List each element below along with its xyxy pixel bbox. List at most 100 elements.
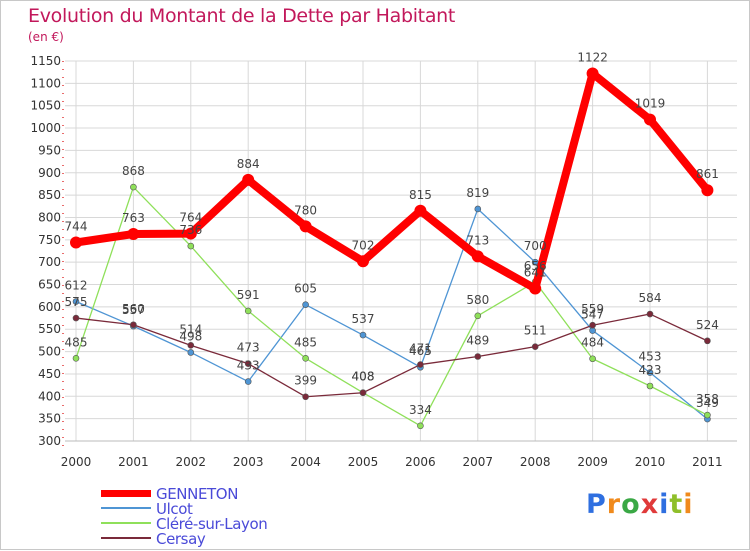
data-point [417, 361, 424, 368]
x-tick-label: 2011 [692, 455, 723, 469]
data-label: 764 [179, 211, 202, 225]
data-point [644, 113, 656, 126]
data-label: 524 [696, 318, 719, 332]
series-line-cersay [75, 313, 709, 398]
data-point [130, 321, 137, 329]
x-tick-label: 2007 [463, 455, 494, 469]
x-tick-label: 2010 [635, 455, 666, 469]
data-label: 433 [237, 359, 260, 373]
data-label: 580 [466, 293, 489, 307]
data-label: 498 [179, 329, 202, 343]
x-tick-label: 2008 [520, 455, 551, 469]
data-label: 489 [466, 334, 489, 348]
data-point [474, 353, 482, 360]
y-tick-label: 500 [38, 345, 61, 359]
x-tick-label: 2001 [118, 455, 149, 469]
y-tick-label: 750 [38, 233, 61, 247]
data-label: 702 [352, 238, 375, 252]
data-point [646, 382, 654, 390]
data-label: 473 [237, 341, 260, 355]
y-tick-label: 550 [38, 322, 61, 336]
data-label: 591 [237, 288, 260, 302]
y-tick-label: 1000 [30, 121, 61, 135]
data-label: 559 [581, 302, 604, 316]
legend-label: Cersay [156, 530, 206, 548]
data-label: 736 [179, 223, 202, 237]
x-tick-label: 2005 [348, 455, 379, 469]
data-label: 334 [409, 403, 432, 417]
data-point [302, 354, 309, 362]
data-label: 612 [65, 279, 88, 293]
y-tick-label: 300 [38, 434, 61, 448]
data-point [187, 342, 195, 349]
data-label: 471 [409, 342, 432, 356]
y-tick-label: 650 [38, 278, 61, 292]
data-point [586, 67, 599, 80]
data-point [471, 250, 484, 263]
data-label: 700 [524, 239, 547, 253]
data-label: 584 [639, 291, 662, 305]
data-point [299, 220, 312, 233]
data-label: 656 [524, 259, 547, 273]
series-line-genneton [72, 69, 712, 293]
data-point [187, 349, 195, 356]
unit-label: (en €) [28, 30, 64, 44]
y-tick-label: 450 [38, 367, 61, 381]
data-label: 861 [696, 167, 719, 181]
data-point [357, 255, 369, 268]
data-label: 547 [581, 308, 604, 322]
legend-swatch [101, 507, 151, 509]
x-tick-label: 2002 [176, 455, 207, 469]
data-point [244, 360, 252, 367]
y-tick-label: 400 [38, 389, 61, 403]
data-point [646, 310, 654, 318]
data-label: 485 [294, 335, 317, 349]
data-label: 408 [352, 370, 375, 384]
y-tick-label: 850 [38, 188, 61, 202]
data-point [72, 354, 80, 362]
data-label: 408 [352, 370, 375, 384]
y-tick-label: 1150 [30, 54, 61, 68]
data-label: 713 [466, 233, 489, 247]
legend-label: Ulcot [156, 500, 193, 518]
data-label: 453 [639, 350, 662, 364]
data-label: 884 [237, 157, 260, 171]
data-label: 819 [466, 186, 489, 200]
data-label: 358 [696, 392, 719, 406]
data-point [704, 337, 711, 345]
data-point [127, 228, 140, 241]
data-point [529, 282, 542, 295]
y-tick-label: 900 [38, 166, 61, 180]
data-point [184, 227, 197, 240]
data-point [474, 312, 482, 320]
x-tick-label: 2003 [233, 455, 264, 469]
data-label: 868 [122, 164, 145, 178]
data-point [130, 183, 137, 191]
legend-swatch [101, 522, 151, 524]
data-point [187, 242, 195, 250]
data-label: 511 [524, 324, 547, 338]
data-point [244, 307, 252, 315]
data-point [72, 298, 80, 305]
data-point [242, 173, 255, 186]
proxiti-logo: Proxiti [586, 489, 694, 520]
data-label: 575 [65, 295, 88, 309]
data-point [701, 184, 714, 197]
data-label: 484 [581, 336, 604, 350]
series-line-ulcot [75, 208, 709, 420]
data-point [474, 205, 482, 213]
chart-title: Evolution du Montant de la Dette par Hab… [28, 5, 456, 27]
legend-label: GENNETON [156, 485, 239, 503]
data-point [531, 343, 539, 350]
data-point [704, 411, 711, 419]
x-tick-label: 2006 [405, 455, 436, 469]
y-tick-label: 350 [38, 412, 61, 426]
x-tick-label: 2000 [61, 455, 92, 469]
data-label: 560 [122, 302, 145, 316]
y-tick-label: 1100 [30, 76, 61, 90]
legend-swatch [101, 490, 151, 497]
data-label: 465 [409, 344, 432, 358]
data-label: 1122 [577, 51, 608, 65]
data-point [589, 355, 596, 363]
